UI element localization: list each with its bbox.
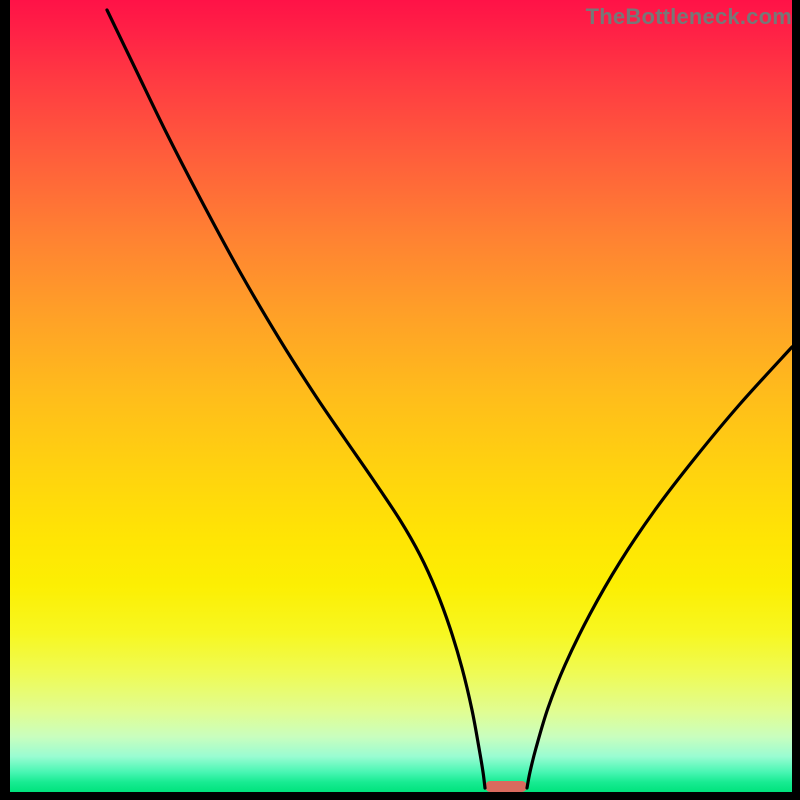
border-bottom bbox=[0, 792, 800, 800]
border-left bbox=[0, 0, 10, 800]
border-right bbox=[792, 0, 800, 800]
watermark-text: TheBottleneck.com bbox=[586, 4, 792, 30]
bottleneck-chart bbox=[0, 0, 800, 800]
optimum-marker bbox=[485, 781, 527, 792]
plot-background bbox=[10, 0, 792, 792]
chart-container: TheBottleneck.com bbox=[0, 0, 800, 800]
